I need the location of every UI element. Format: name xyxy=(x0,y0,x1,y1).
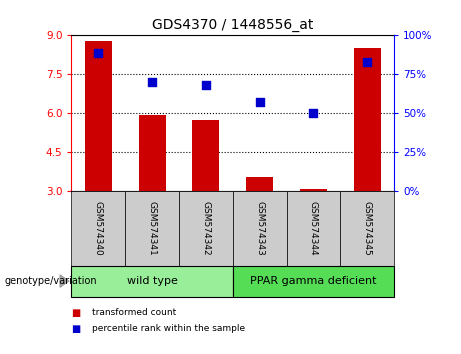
Bar xyxy=(125,191,179,266)
Point xyxy=(202,82,210,88)
Point xyxy=(310,110,317,116)
Text: PPAR gamma deficient: PPAR gamma deficient xyxy=(250,276,377,286)
Bar xyxy=(85,41,112,191)
Text: genotype/variation: genotype/variation xyxy=(5,276,97,286)
Bar xyxy=(287,191,340,266)
Text: GSM574343: GSM574343 xyxy=(255,201,264,256)
Text: ■: ■ xyxy=(71,324,81,333)
Text: transformed count: transformed count xyxy=(92,308,177,317)
Point xyxy=(95,50,102,55)
Text: wild type: wild type xyxy=(127,276,177,286)
Text: percentile rank within the sample: percentile rank within the sample xyxy=(92,324,245,333)
Bar xyxy=(179,191,233,266)
Bar xyxy=(233,266,394,297)
Text: GSM574342: GSM574342 xyxy=(201,201,210,256)
Bar xyxy=(71,191,125,266)
Text: ■: ■ xyxy=(71,308,81,318)
Bar xyxy=(193,120,219,191)
Bar xyxy=(354,48,381,191)
Bar xyxy=(246,177,273,191)
Text: GSM574344: GSM574344 xyxy=(309,201,318,256)
Bar xyxy=(340,191,394,266)
Bar xyxy=(139,115,165,191)
Bar xyxy=(71,266,233,297)
Text: GSM574341: GSM574341 xyxy=(148,201,157,256)
Point xyxy=(148,79,156,85)
Text: GSM574340: GSM574340 xyxy=(94,201,103,256)
Bar xyxy=(233,191,287,266)
Point xyxy=(256,99,263,105)
Text: GSM574345: GSM574345 xyxy=(363,201,372,256)
Polygon shape xyxy=(60,275,69,287)
Point xyxy=(364,59,371,65)
Bar xyxy=(300,189,327,191)
Title: GDS4370 / 1448556_at: GDS4370 / 1448556_at xyxy=(152,18,313,32)
